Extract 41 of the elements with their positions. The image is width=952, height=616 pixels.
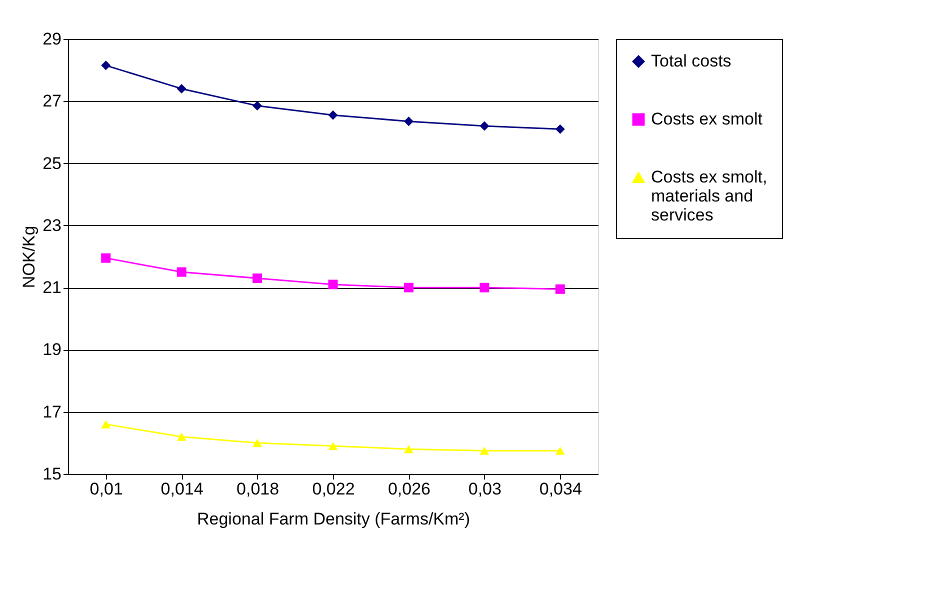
point bbox=[480, 282, 490, 292]
point bbox=[404, 116, 414, 126]
point bbox=[480, 121, 490, 131]
legend-label: Costs ex smolt bbox=[651, 110, 763, 128]
point bbox=[404, 445, 414, 454]
point bbox=[404, 282, 414, 292]
point bbox=[328, 110, 338, 120]
point bbox=[555, 446, 565, 455]
point bbox=[480, 446, 490, 455]
x-tick-label: 0,03 bbox=[468, 480, 502, 498]
x-tick-label: 0,018 bbox=[236, 480, 280, 498]
point bbox=[328, 442, 338, 450]
x-tick-label: 0,01 bbox=[90, 480, 123, 498]
y-axis-title: NOK/Kg bbox=[20, 226, 39, 288]
point bbox=[555, 124, 565, 134]
point bbox=[252, 101, 262, 111]
point bbox=[252, 274, 262, 283]
x-tick-label: 0,022 bbox=[312, 480, 355, 498]
y-tick-label: 23 bbox=[42, 216, 62, 235]
y-tick-label: 29 bbox=[42, 30, 62, 48]
x-axis-title: Regional Farm Density (Farms/Km²) bbox=[197, 510, 470, 528]
legend-label: Costs ex smolt, materials and services bbox=[651, 168, 768, 224]
point bbox=[101, 253, 111, 263]
point bbox=[101, 60, 111, 70]
x-tick-label: 0,034 bbox=[539, 480, 582, 498]
point bbox=[101, 420, 111, 428]
point bbox=[555, 284, 565, 294]
point bbox=[176, 267, 186, 277]
y-tick-label: 25 bbox=[42, 154, 62, 173]
point bbox=[252, 438, 262, 448]
point bbox=[176, 432, 186, 441]
y-tick-label: 15 bbox=[42, 464, 62, 484]
y-tick-label: 19 bbox=[42, 340, 62, 360]
y-tick-label: 27 bbox=[42, 92, 62, 111]
point bbox=[176, 84, 186, 94]
x-tick-label: 0,026 bbox=[388, 480, 430, 498]
y-tick-label: 21 bbox=[42, 278, 62, 298]
y-tick-label: 17 bbox=[42, 402, 62, 422]
point bbox=[328, 280, 338, 290]
x-tick-label: 0,014 bbox=[160, 480, 204, 498]
legend-label: Total costs bbox=[651, 52, 732, 70]
